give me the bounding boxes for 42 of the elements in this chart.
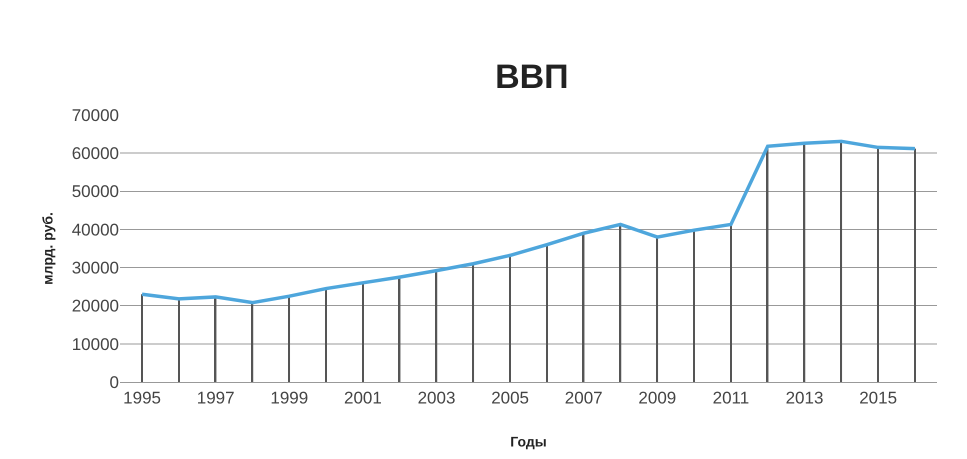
x-tick-label: 2013 (786, 388, 824, 408)
y-tick-label: 50000 (72, 182, 119, 202)
y-tick-label: 40000 (72, 220, 119, 240)
y-tick-label: 70000 (72, 106, 119, 125)
y-tick-label: 10000 (72, 334, 119, 354)
y-axis-title: млрд. руб. (39, 212, 56, 285)
bar (141, 294, 143, 382)
bar (288, 296, 290, 382)
bar (362, 282, 364, 382)
y-tick-label: 30000 (72, 258, 119, 278)
line-series (140, 140, 917, 304)
y-tick-label: 0 (110, 372, 119, 392)
bar (803, 143, 806, 382)
bar (656, 237, 658, 382)
x-tick-label: 2003 (418, 388, 456, 408)
x-tick-label: 2005 (491, 388, 530, 408)
bar (877, 147, 879, 382)
x-axis-title: Годы (510, 434, 547, 450)
bar (178, 298, 180, 382)
x-tick-label: 1995 (123, 388, 161, 408)
bar (509, 255, 511, 382)
y-tick-label: 20000 (72, 296, 119, 316)
bar (214, 296, 216, 382)
x-tick-label: 2007 (564, 388, 603, 408)
bar (766, 146, 768, 382)
x-tick-label: 2011 (712, 388, 750, 408)
x-tick-label: 1997 (196, 388, 235, 408)
bar (546, 244, 548, 382)
chart-title: ВВП (495, 58, 569, 96)
bar (472, 264, 474, 382)
x-tick-label: 2001 (344, 388, 382, 408)
bar (840, 141, 842, 382)
bar (693, 230, 695, 382)
y-tick-label: 60000 (72, 144, 119, 164)
x-tick-label: 2015 (859, 388, 898, 408)
bar (325, 288, 327, 382)
x-tick-label: 1999 (270, 388, 308, 408)
bar (914, 148, 916, 382)
x-tick-label: 2009 (638, 388, 676, 408)
bar (730, 224, 732, 382)
bar (582, 233, 584, 382)
bar (398, 277, 400, 382)
